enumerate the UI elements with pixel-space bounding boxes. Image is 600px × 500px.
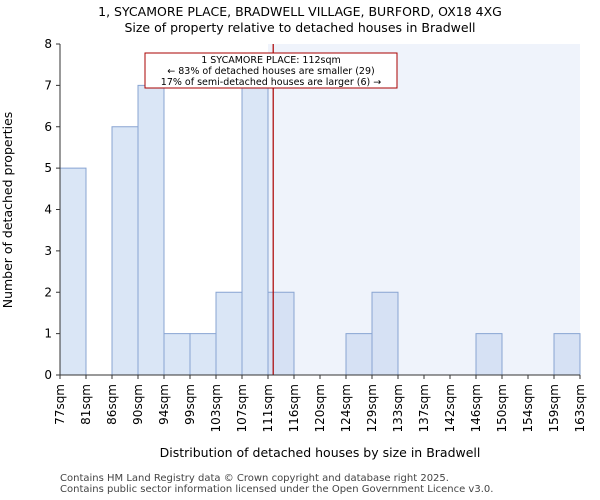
y-tick-label: 2	[44, 285, 52, 299]
bar-124sqm	[345, 333, 373, 376]
annotation-box: 1 SYCAMORE PLACE: 112sqm ← 83% of detach…	[144, 52, 398, 89]
footer-line-1: Contains HM Land Registry data © Crown c…	[60, 473, 449, 484]
y-tick-label: 3	[44, 244, 52, 258]
bar-99sqm	[189, 333, 217, 376]
bar-129sqm	[371, 291, 399, 376]
annotation-line-2: ← 83% of detached houses are smaller (29…	[167, 66, 374, 77]
x-tick-label: 107sqm	[235, 384, 249, 432]
bar-90sqm	[137, 84, 165, 376]
x-tick-label: 77sqm	[53, 384, 67, 425]
x-tick-label: 94sqm	[157, 384, 171, 425]
x-tick-label: 99sqm	[183, 384, 197, 425]
bar-77sqm	[59, 167, 87, 376]
x-tick-label: 120sqm	[313, 384, 327, 432]
x-tick-label: 154sqm	[521, 384, 535, 432]
x-tick-label: 133sqm	[391, 384, 405, 432]
x-tick-label: 86sqm	[105, 384, 119, 425]
x-axis-label: Distribution of detached houses by size …	[160, 445, 481, 460]
bar-94sqm	[163, 333, 191, 376]
x-tick-label: 146sqm	[469, 384, 483, 432]
y-tick-label: 6	[44, 120, 52, 134]
x-tick-label: 129sqm	[365, 384, 379, 432]
annotation-line-3: 17% of semi-detached houses are larger (…	[161, 77, 381, 88]
x-tick-label: 81sqm	[79, 384, 93, 425]
annotation-line-1: 1 SYCAMORE PLACE: 112sqm	[201, 55, 341, 66]
bar-159sqm	[553, 333, 581, 376]
bar-86sqm	[111, 126, 139, 376]
x-tick-label: 116sqm	[287, 384, 301, 432]
x-tick-label: 137sqm	[417, 384, 431, 432]
bar-146sqm	[475, 333, 503, 376]
x-tick-label: 103sqm	[209, 384, 223, 432]
y-tick-label: 4	[44, 203, 52, 217]
bar-103sqm	[215, 291, 243, 376]
highlight-region	[268, 44, 580, 375]
y-tick-label: 7	[44, 78, 52, 92]
plot-area: 0 1 2 3 4 5 6 7 8 77sqm 81sqm 86sqm 90sqm 94sqm 99sqm 1…	[44, 37, 587, 432]
annotation-border	[144, 52, 398, 89]
y-tick-label: 5	[44, 161, 52, 175]
chart-subtitle: Size of property relative to detached ho…	[124, 20, 475, 35]
x-tick-label: 163sqm	[573, 384, 587, 432]
bar-111sqm	[267, 291, 295, 376]
histogram-chart: 1, SYCAMORE PLACE, BRADWELL VILLAGE, BUR…	[0, 4, 587, 460]
x-tick-label: 150sqm	[495, 384, 509, 432]
x-tick-label: 124sqm	[339, 384, 353, 432]
y-tick-label: 8	[44, 37, 52, 51]
y-tick-label: 1	[44, 327, 52, 341]
bar-107sqm	[241, 84, 269, 376]
y-tick-label: 0	[44, 368, 52, 382]
chart-title: 1, SYCAMORE PLACE, BRADWELL VILLAGE, BUR…	[98, 4, 502, 19]
x-tick-label: 111sqm	[261, 384, 275, 432]
x-tick-label: 142sqm	[443, 384, 457, 432]
x-tick-label: 159sqm	[547, 384, 561, 432]
y-axis-label: Number of detached properties	[0, 112, 15, 309]
x-tick-label: 90sqm	[131, 384, 145, 425]
footer-line-2: Contains public sector information licen…	[60, 484, 494, 495]
